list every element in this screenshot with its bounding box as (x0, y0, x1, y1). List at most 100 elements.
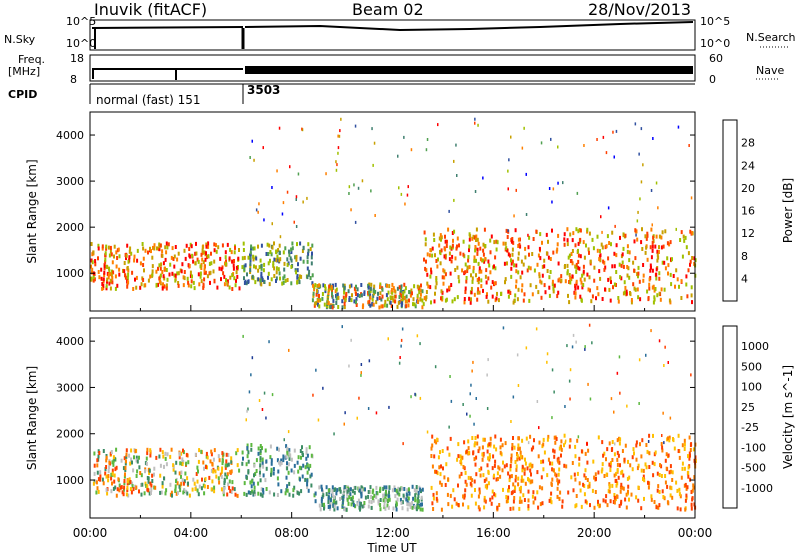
data-cell (155, 269, 158, 274)
data-cell (236, 448, 239, 453)
data-cell (467, 475, 470, 480)
data-cell (611, 264, 614, 269)
data-cell (172, 467, 175, 472)
data-cell (652, 473, 655, 478)
data-cell (485, 294, 488, 299)
data-cell (589, 288, 591, 293)
data-cell (223, 477, 226, 482)
nsearch-tick-bottom: 10^0 (700, 37, 731, 50)
data-cell (306, 275, 309, 280)
data-cell (108, 269, 111, 274)
data-cell (436, 264, 439, 269)
data-cell (667, 263, 670, 268)
data-cell (648, 451, 651, 456)
data-cell (249, 268, 252, 272)
data-cell (373, 493, 376, 498)
data-cell (386, 283, 388, 288)
data-cell (519, 450, 522, 455)
data-cell (296, 275, 299, 280)
data-cell (515, 263, 518, 268)
data-cell (120, 458, 123, 463)
data-cell (440, 235, 443, 240)
data-cell (158, 454, 161, 459)
data-cell (635, 440, 638, 445)
data-cell (615, 253, 618, 258)
data-cell-sparse (375, 411, 378, 415)
data-cell (512, 499, 515, 504)
data-cell (169, 482, 172, 487)
data-cell-sparse (640, 127, 643, 131)
data-cell (161, 286, 164, 291)
data-cell (558, 460, 561, 465)
data-cell (563, 433, 566, 438)
data-cell (178, 455, 181, 460)
data-cell (131, 484, 134, 489)
data-cell (613, 264, 616, 269)
data-cell (615, 471, 618, 476)
x-tick-label: 00:00 (73, 526, 108, 540)
data-cell (624, 497, 627, 502)
data-cell (145, 483, 148, 488)
data-cell (261, 461, 264, 466)
data-cell (473, 457, 476, 462)
data-cell (416, 284, 419, 289)
data-cell (141, 242, 144, 246)
data-cell (296, 280, 299, 285)
data-cell (182, 490, 185, 495)
data-cell (112, 455, 115, 460)
data-cell (690, 293, 693, 298)
y-tick-label: 3000 (56, 175, 84, 188)
data-cell (465, 276, 468, 280)
data-cell (651, 248, 654, 253)
data-cell (151, 269, 154, 274)
data-cell (628, 497, 630, 502)
data-cell (476, 297, 479, 302)
data-cell (592, 246, 595, 251)
data-cell (517, 244, 520, 248)
data-cell (258, 265, 261, 270)
data-cell (332, 285, 335, 290)
data-cell (160, 262, 163, 267)
data-cell-sparse (664, 345, 666, 349)
data-cell-sparse (245, 418, 247, 422)
data-cell (412, 496, 415, 501)
data-cell (470, 273, 472, 278)
data-cell (279, 462, 282, 467)
data-cell (537, 290, 540, 295)
data-cell (425, 290, 428, 294)
data-cell (648, 433, 651, 438)
data-cell (307, 242, 310, 247)
data-cell (588, 275, 591, 280)
data-cell (207, 254, 210, 259)
data-cell (636, 272, 639, 277)
data-cell (257, 491, 260, 496)
data-cell (680, 475, 683, 480)
data-cell (371, 496, 374, 501)
data-cell (124, 472, 126, 477)
colorbar-tick-label: 4 (741, 272, 748, 285)
data-cell (586, 272, 589, 277)
data-cell (349, 492, 352, 497)
data-cell (183, 276, 186, 281)
data-cell (621, 469, 624, 474)
data-cell-sparse (688, 144, 690, 147)
data-cell (407, 502, 410, 507)
data-cell (472, 269, 475, 274)
data-cell (518, 506, 521, 511)
data-cell (245, 492, 248, 497)
data-cell (157, 266, 159, 271)
data-cell (353, 286, 356, 291)
data-cell (194, 251, 197, 256)
data-cell (541, 264, 544, 269)
data-cell (540, 280, 543, 285)
data-cell (527, 477, 529, 482)
data-cell (474, 488, 476, 492)
data-cell (415, 485, 418, 489)
data-cell (558, 479, 561, 484)
data-cell (512, 506, 515, 511)
data-cell (582, 283, 585, 287)
data-cell (517, 446, 520, 451)
data-cell (599, 253, 602, 258)
data-cell (190, 244, 193, 249)
data-cell (635, 443, 638, 448)
